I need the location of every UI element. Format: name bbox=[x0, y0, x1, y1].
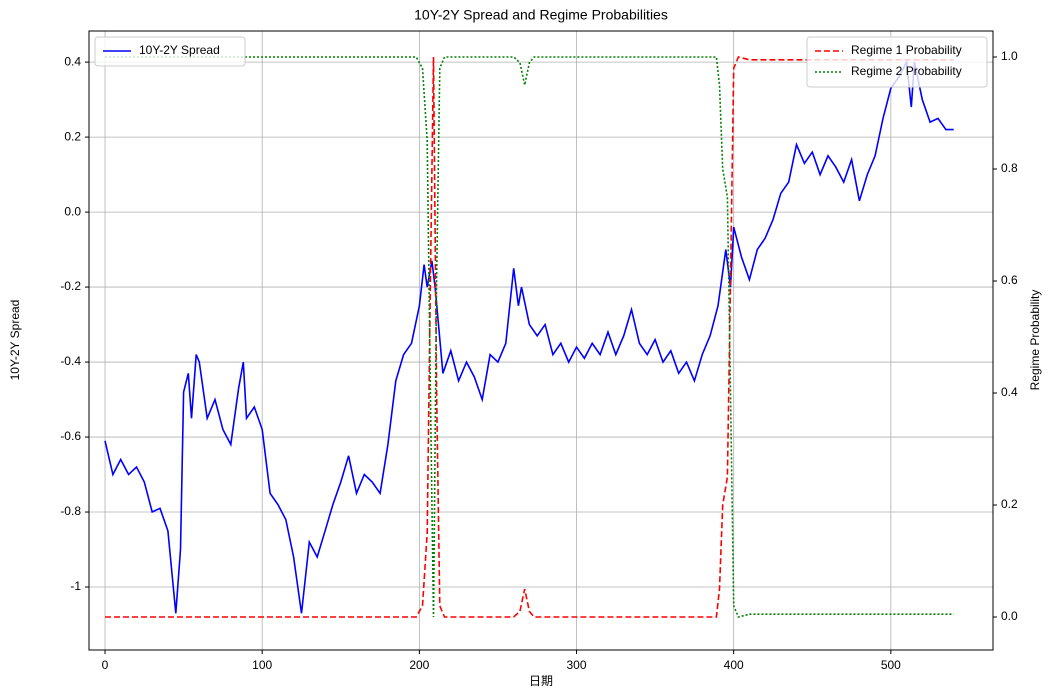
legend: 10Y-2Y Spread bbox=[94, 36, 246, 67]
x-axis-label: 日期 bbox=[529, 674, 553, 688]
y-tick-label: 0.0 bbox=[64, 204, 81, 218]
legend: Regime 1 Probability Regime 2 Probability bbox=[806, 36, 988, 88]
y2-tick-label: 0.6 bbox=[1001, 273, 1018, 287]
y-tick-label: -1 bbox=[70, 579, 81, 593]
y-axis-label: 10Y-2Y Spread bbox=[8, 300, 22, 381]
y2-tick-label: 0.4 bbox=[1001, 385, 1018, 399]
y2-tick-label: 0.2 bbox=[1001, 497, 1018, 511]
x-tick-label: 0 bbox=[102, 658, 109, 672]
y-tick-label: -0.4 bbox=[60, 354, 81, 368]
plot-frame bbox=[88, 30, 994, 651]
legend-box bbox=[806, 36, 988, 88]
x-tick-label: 400 bbox=[724, 658, 744, 672]
legend-box bbox=[94, 36, 246, 67]
y-tick-label: 0.2 bbox=[64, 129, 81, 143]
y-tick-label: -0.8 bbox=[60, 504, 81, 518]
legend-label: Regime 2 Probability bbox=[851, 64, 962, 78]
x-tick-label: 200 bbox=[409, 658, 429, 672]
line-series bbox=[104, 59, 954, 614]
y-tick-label: -0.2 bbox=[60, 279, 81, 293]
y-tick-label: 0.4 bbox=[64, 54, 81, 68]
x-tick-label: 500 bbox=[881, 658, 901, 672]
y2-tick-label: 0.8 bbox=[1001, 161, 1018, 175]
x-tick-label: 100 bbox=[252, 658, 272, 672]
y-tick-label: -0.6 bbox=[60, 429, 81, 443]
x-tick-label: 300 bbox=[567, 658, 587, 672]
y2-tick-label: 1.0 bbox=[1001, 49, 1018, 63]
legend-label: 10Y-2Y Spread bbox=[139, 43, 220, 57]
y2-axis-label: Regime Probability bbox=[1028, 290, 1042, 391]
legend-label: Regime 1 Probability bbox=[851, 43, 962, 57]
line-series bbox=[105, 56, 954, 618]
y2-tick-label: 0.0 bbox=[1001, 609, 1018, 623]
chart-title: 10Y-2Y Spread and Regime Probabilities bbox=[414, 7, 668, 23]
line-series bbox=[105, 56, 954, 618]
